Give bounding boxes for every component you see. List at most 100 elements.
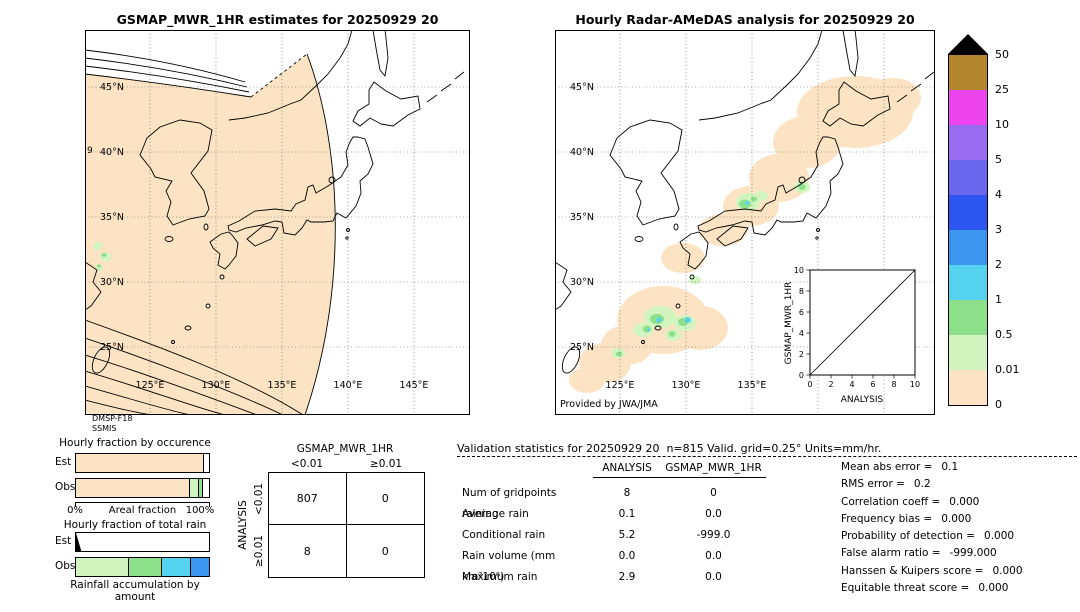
analysis-value: 0.1: [618, 508, 636, 520]
identity-line: [809, 269, 916, 376]
lon-label: 130°E: [202, 380, 231, 391]
inset-xaxis-label: ANALYSIS: [841, 395, 884, 405]
swath-annotation: 9: [87, 146, 93, 156]
colorbar-segment: [949, 55, 987, 90]
bar-segment: [76, 558, 128, 576]
inset-yaxis-label: GSMAP_MWR_1HR: [784, 282, 794, 365]
stat-label: Conditional rain: [462, 529, 546, 541]
header-underline: [593, 477, 766, 478]
est-row-label: Est: [55, 456, 72, 468]
colorbar-label: 2: [995, 258, 1002, 271]
svg-text:2: 2: [799, 350, 804, 359]
score-value: 0.000: [992, 564, 1023, 577]
lon-label: 140°E: [334, 380, 363, 391]
total-rain-caption: Rainfall accumulation by amount: [70, 579, 200, 603]
grid-labels: 45°N 40°N 35°N 30°N 25°N 125°E 130°E 135…: [100, 82, 428, 391]
axis-max-label: 100%: [185, 505, 215, 516]
stat-label: Average rain: [462, 508, 529, 520]
score-label: Probability of detection =: [841, 530, 976, 543]
bar-segment: [127, 558, 162, 576]
score-item: Equitable threat score = 0.000: [841, 580, 1023, 597]
table-row: Conditional rain 5.2 -999.0: [457, 525, 766, 546]
colorbar-segment: [949, 230, 987, 265]
satellite-swath-fill: [85, 54, 336, 415]
score-item: Correlation coeff = 0.000: [841, 494, 1023, 511]
colorbar: [948, 54, 988, 406]
score-list: Mean abs error = 0.1 RMS error = 0.2 Corre…: [841, 459, 1023, 597]
score-label: Equitable threat score =: [841, 582, 970, 595]
colorbar-label: 0: [995, 398, 1002, 411]
colorbar-label: 5: [995, 153, 1002, 166]
colorbar-label: 3: [995, 223, 1002, 236]
svg-text:0: 0: [799, 371, 804, 380]
svg-text:6: 6: [799, 308, 804, 317]
validation-header: Validation statistics for 20250929 20 n=…: [457, 442, 882, 455]
score-label: Correlation coeff =: [841, 495, 941, 508]
colorbar-label: 10: [995, 118, 1009, 131]
inset-scatter: 0 2 4 6 8 10 10 8 6 4 2 0 ANALYSIS GSMAP…: [784, 266, 920, 405]
table-row: Average rain 0.1 0.0: [457, 504, 766, 525]
table-row: Rain volume (mm km²10⁶) 0.0 0.0: [457, 546, 766, 583]
score-item: Frequency bias = 0.000: [841, 511, 1023, 528]
data-credit: Provided by JWA/JMA: [560, 399, 658, 410]
grid-labels: 45°N 40°N 35°N 30°N 25°N 125°E 130°E 135…: [570, 82, 766, 391]
colorbar-label: 1: [995, 293, 1002, 306]
lon-label: 135°E: [268, 380, 297, 391]
axis-title: Areal fraction: [108, 505, 177, 516]
bar-segment: [76, 479, 190, 497]
bar-segment: [161, 558, 191, 576]
analysis-value: 0.0: [618, 550, 636, 562]
svg-text:2: 2: [828, 380, 833, 389]
lat-label: 45°N: [100, 82, 124, 93]
lat-label: 30°N: [100, 277, 124, 288]
occurrence-obs-bar: [75, 478, 210, 498]
colorbar-segment: [949, 90, 987, 125]
contingency-cell: 8: [269, 525, 347, 577]
total-rain-section-title: Hourly fraction of total rain: [63, 519, 207, 531]
inset-tick-labels: 0 2 4 6 8 10 10 8 6 4 2 0: [794, 266, 920, 389]
contingency-col-header: ≥0.01: [369, 458, 403, 470]
analysis-value: 2.9: [618, 571, 636, 583]
score-item: False alarm ratio = -999.000: [841, 545, 1023, 562]
colorbar-segment: [949, 300, 987, 335]
table-row: Num of gridpoints raining 8 0: [457, 483, 766, 520]
gsmap-value: -999.0: [696, 529, 731, 541]
stat-label: Maximum rain: [462, 571, 538, 583]
satellite-source-label: DMSP-F18 SSMIS: [92, 414, 132, 434]
lat-label: 25°N: [570, 342, 594, 353]
colorbar-segment: [949, 160, 987, 195]
score-value: 0.000: [949, 495, 980, 508]
satellite-name: DMSP-F18: [92, 414, 133, 423]
bar-segment: [76, 454, 203, 472]
colorbar-overflow-triangle: [948, 34, 988, 54]
obs-row-label: Obs: [55, 560, 76, 572]
lon-label: 130°E: [672, 380, 701, 391]
svg-text:10: 10: [910, 380, 920, 389]
colorbar-segment: [949, 265, 987, 300]
svg-text:4: 4: [849, 380, 854, 389]
coastline: [555, 30, 935, 374]
stat-label: Num of gridpoints raining: [462, 487, 557, 520]
svg-text:0: 0: [807, 380, 812, 389]
lat-label: 40°N: [570, 147, 594, 158]
inset-ticks: [806, 269, 916, 379]
bar-segment: [202, 479, 209, 497]
colorbar-segment: [949, 195, 987, 230]
coastline: [85, 30, 465, 374]
bar-segment: [189, 479, 198, 497]
contingency-cell: 807: [269, 473, 347, 525]
analysis-value: 8: [623, 487, 631, 499]
colorbar-segment: [949, 370, 987, 405]
areal-fraction-axis: [75, 502, 210, 507]
lat-label: 30°N: [570, 277, 594, 288]
gsmap-value: 0.0: [705, 508, 722, 520]
score-item: Probability of detection = 0.000: [841, 528, 1023, 545]
lon-label: 135°E: [738, 380, 767, 391]
score-label: RMS error =: [841, 478, 905, 491]
left-map-title: GSMAP_MWR_1HR estimates for 20250929 20: [116, 12, 439, 27]
analysis-col-header: ANALYSIS: [602, 462, 652, 474]
lon-label: 125°E: [606, 380, 635, 391]
colorbar-label: 0.5: [995, 328, 1013, 341]
right-map-title: Hourly Radar-AMeDAS analysis for 2025092…: [575, 12, 915, 27]
score-label: Frequency bias =: [841, 512, 933, 525]
